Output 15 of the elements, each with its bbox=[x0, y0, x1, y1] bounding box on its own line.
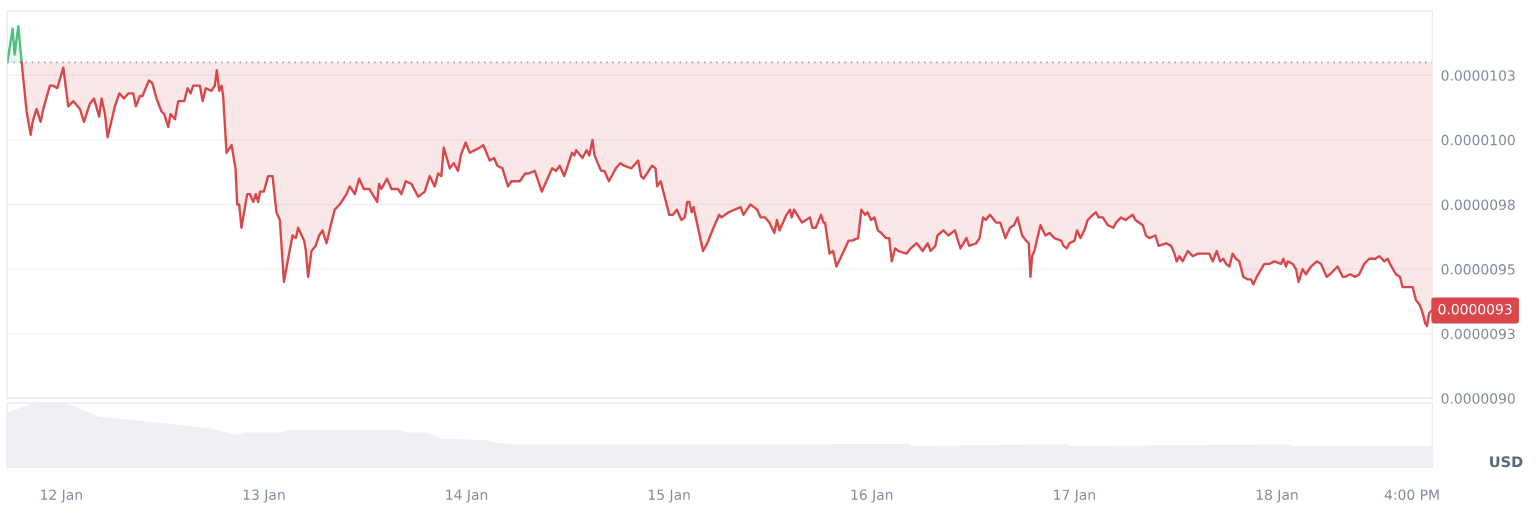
x-tick-label: 14 Jan bbox=[446, 489, 488, 503]
y-tick-label: 0.0000100 bbox=[1441, 134, 1515, 146]
y-tick-label: 0.0000090 bbox=[1441, 393, 1515, 404]
x-tick-label: 13 Jan bbox=[243, 489, 285, 503]
x-tick-label: 18 Jan bbox=[1256, 489, 1298, 503]
x-tick-label: 12 Jan bbox=[41, 489, 82, 503]
y-axis-title: USD bbox=[1490, 456, 1523, 468]
x-tick-label: 17 Jan bbox=[1054, 489, 1095, 503]
y-tick-label: 0.0000095 bbox=[1441, 264, 1515, 275]
x-tick-label: 15 Jan bbox=[648, 489, 690, 503]
x-tick-label: 16 Jan bbox=[851, 489, 893, 503]
y-tick-label: 0.0000093 bbox=[1441, 328, 1515, 340]
y-tick-label: 0.0000103 bbox=[1441, 70, 1515, 81]
x-tick-label: 4:00 PM bbox=[1384, 489, 1439, 500]
y-tick-label: 0.0000098 bbox=[1441, 199, 1515, 210]
